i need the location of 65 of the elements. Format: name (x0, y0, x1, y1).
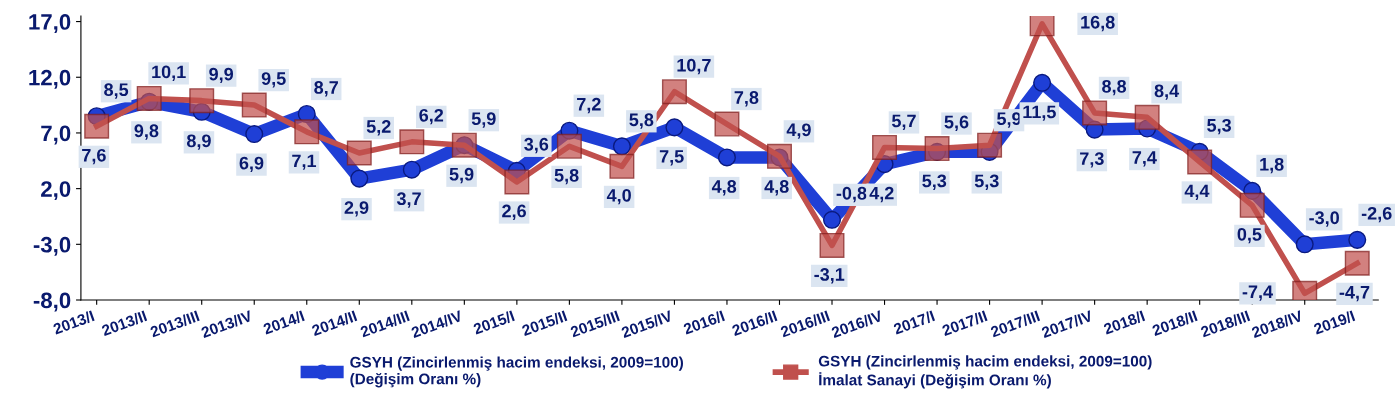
data-label: 4,0 (606, 188, 631, 205)
y-tick-label: 12,0 (29, 69, 71, 89)
data-label: 5,7 (891, 114, 916, 130)
x-tick-label: 2014/I (262, 310, 305, 335)
y-tick-label: 7,0 (41, 125, 71, 145)
data-label: 5,9 (449, 167, 474, 184)
data-label: 8,4 (1154, 84, 1180, 100)
data-label: 2,9 (344, 201, 369, 217)
data-label: 7,4 (1132, 151, 1157, 167)
data-label: 11,5 (1023, 105, 1056, 121)
data-label: 4,2 (869, 186, 894, 203)
x-tick-label: 2015/I (472, 310, 515, 335)
data-label: 4,8 (764, 180, 789, 196)
y-tick-label: -3,0 (33, 236, 71, 256)
y-tick-label: 2,0 (41, 181, 71, 201)
data-label: 8,8 (1102, 79, 1127, 96)
data-label: 16,8 (1081, 15, 1115, 32)
data-label: 3,6 (524, 137, 549, 154)
data-label: 5,3 (922, 174, 947, 190)
data-label: 8,9 (186, 134, 211, 150)
data-label: 5,6 (944, 115, 969, 131)
data-label: 2,6 (502, 204, 526, 220)
data-label: 10,7 (677, 58, 711, 75)
data-label: 0,5 (1237, 227, 1262, 244)
data-label: 6,9 (239, 156, 264, 173)
x-tick-label: 2017/I (892, 310, 936, 335)
legend-label: GSYH (Zincirlenmiş hacim endeksi, 2009=100) (Değişim Oranı %) (350, 356, 684, 388)
x-tick-label: 2019/I (1312, 310, 1356, 335)
data-label: 7,3 (1080, 152, 1104, 168)
legend-label: GSYH (Zincirlenmiş hacim endeksi, 2009=100) İmalat Sanayi (Değişim Oranı %) (818, 355, 1152, 389)
x-tick-label: 2016/I (682, 310, 726, 335)
data-label: -3,1 (814, 268, 845, 284)
x-tick-label: 2018/I (1102, 310, 1146, 335)
data-label: 5,9 (471, 112, 496, 128)
y-tick-label: -8,0 (33, 292, 71, 312)
data-label: 5,2 (366, 120, 391, 136)
data-label: 8,5 (104, 83, 129, 99)
data-label: 5,3 (974, 174, 999, 190)
data-label: 9,5 (261, 72, 286, 88)
y-tick-label: 17,0 (29, 14, 71, 34)
data-label: 1,8 (1260, 157, 1284, 174)
data-label: 10,1 (152, 65, 186, 81)
data-label: 7,2 (577, 97, 601, 114)
data-label: 5,9 (997, 112, 1021, 128)
data-label: 4,4 (1184, 184, 1210, 200)
data-label: 5,3 (1207, 118, 1232, 135)
data-label: 8,7 (314, 81, 338, 97)
data-label: 3,7 (396, 192, 421, 208)
data-label: -7,4 (1242, 285, 1273, 301)
data-label: 7,8 (734, 91, 759, 107)
data-label: 4,8 (711, 180, 737, 196)
data-label: 5,8 (554, 168, 579, 185)
data-label: 6,2 (419, 108, 444, 125)
data-label: 9,8 (134, 124, 159, 140)
x-tick-label: 2013/I (52, 310, 95, 335)
data-label: -4,7 (1339, 286, 1370, 302)
data-label: 7,5 (659, 150, 684, 166)
data-label: 7,1 (292, 154, 317, 170)
data-label: -2,6 (1361, 206, 1392, 223)
data-label: -0,8 (836, 186, 867, 203)
data-label: -3,0 (1309, 211, 1339, 227)
data-label: 7,6 (82, 148, 106, 165)
data-label: 4,9 (786, 123, 811, 139)
data-label: 9,9 (209, 67, 234, 84)
data-label: 5,8 (629, 113, 654, 129)
